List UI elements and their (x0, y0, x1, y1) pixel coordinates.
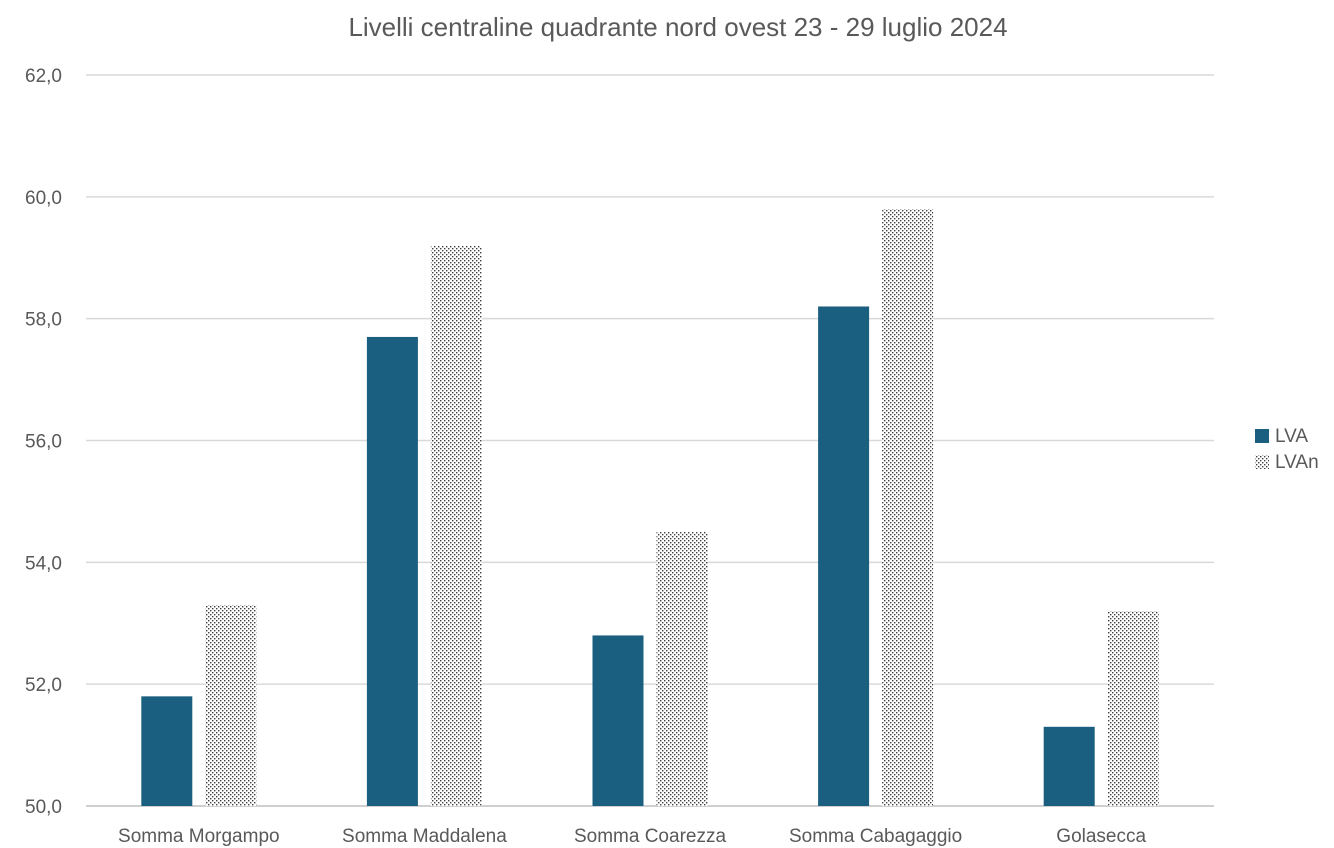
y-tick-label: 60,0 (25, 188, 62, 209)
x-category-label: Somma Cabagaggio (789, 826, 962, 847)
y-tick-label: 56,0 (25, 432, 62, 453)
x-category-label: Golasecca (1056, 826, 1146, 847)
legend: LVA LVAn (1255, 426, 1319, 473)
legend-swatch-lvan (1255, 455, 1269, 469)
bars (141, 209, 1159, 807)
legend-label-lva: LVA (1275, 426, 1308, 447)
bar-lva-4 (1043, 726, 1095, 806)
bar-lva-3 (818, 306, 870, 806)
chart-title: Livelli centraline quadrante nord ovest … (348, 12, 1007, 42)
legend-swatch-lva (1255, 429, 1269, 443)
y-axis-ticks: 50,0 52,0 54,0 56,0 58,0 60,0 62,0 (25, 66, 62, 818)
y-tick-label: 62,0 (25, 66, 62, 87)
x-category-label: Somma Morgampo (118, 826, 280, 847)
bar-lva-1 (366, 336, 418, 806)
y-tick-label: 50,0 (25, 797, 62, 818)
bar-lvan-1 (430, 245, 482, 807)
gridlines (86, 74, 1214, 807)
x-category-label: Somma Maddalena (342, 826, 507, 847)
legend-label-lvan: LVAn (1275, 452, 1319, 473)
bar-lvan-2 (656, 531, 708, 806)
y-tick-label: 54,0 (25, 553, 62, 574)
y-tick-label: 52,0 (25, 675, 62, 696)
bar-lva-2 (592, 635, 644, 806)
x-axis-categories: Somma Morgampo Somma Maddalena Somma Coare… (118, 826, 1146, 847)
bar-lvan-0 (205, 604, 257, 806)
y-tick-label: 58,0 (25, 310, 62, 331)
x-category-label: Somma Coarezza (574, 826, 726, 847)
bar-lvan-4 (1107, 611, 1159, 806)
bar-lvan-3 (882, 209, 934, 806)
bar-lva-0 (141, 696, 193, 806)
